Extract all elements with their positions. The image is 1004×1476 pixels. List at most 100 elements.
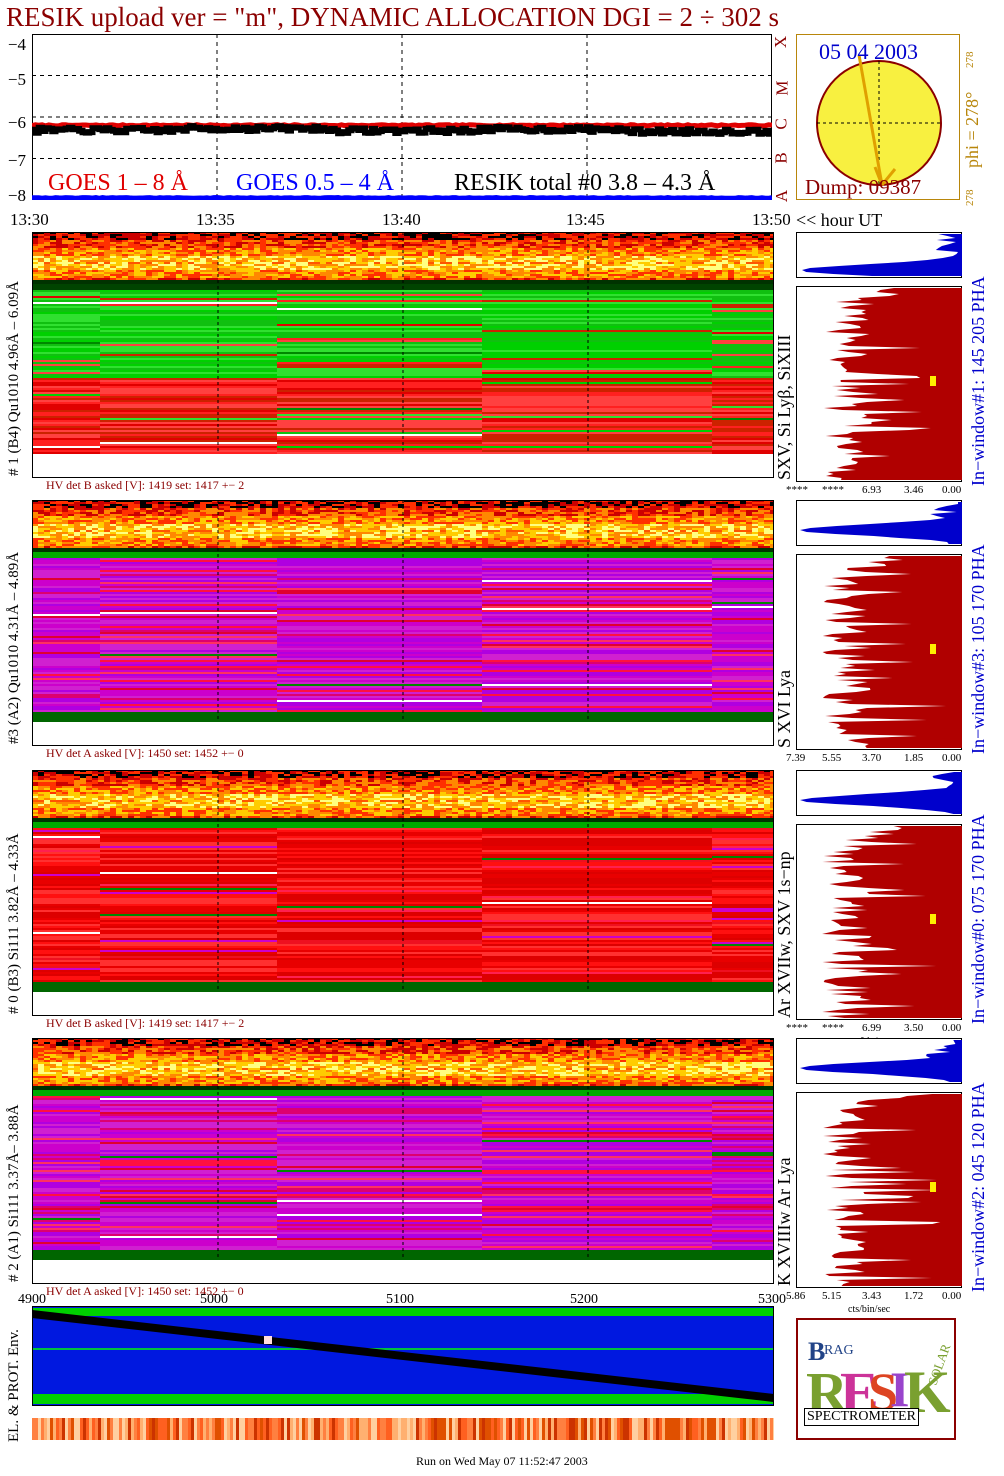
strip-cell <box>260 256 266 258</box>
strip-cell <box>740 248 746 250</box>
strip-cell <box>290 262 296 264</box>
strip-cell <box>548 238 554 240</box>
strip-cell <box>554 276 560 278</box>
strip-cell <box>116 522 122 524</box>
strip-cell <box>104 268 110 270</box>
strip-cell <box>548 508 554 510</box>
strip-cell <box>656 246 662 248</box>
strip-cell <box>674 234 680 236</box>
strip-cell <box>290 274 296 276</box>
strip-cell <box>320 256 326 258</box>
strip-cell <box>236 278 242 280</box>
strip-cell <box>536 520 542 522</box>
strip-cell <box>38 510 44 512</box>
strip-cell <box>482 516 488 518</box>
strip-cell <box>728 238 734 240</box>
strip-cell <box>74 510 80 512</box>
spectrogram-cell <box>712 444 774 446</box>
strip-cell <box>536 502 542 504</box>
strip-cell <box>446 266 452 268</box>
strip-cell <box>446 262 452 264</box>
spectrogram-cell <box>712 424 774 426</box>
strip-cell <box>434 248 440 250</box>
spectrogram-cell <box>32 360 100 362</box>
strip-cell <box>632 278 638 280</box>
strip-cell <box>56 504 62 506</box>
channel-label-left: # 1 (B4) Qu1010 4.96Å – 6.09Å <box>6 281 22 476</box>
strip-cell <box>614 252 620 254</box>
strip-cell <box>674 262 680 264</box>
strip-cell <box>500 250 506 252</box>
strip-cell <box>614 244 620 246</box>
strip-cell <box>476 502 482 504</box>
strip-cell <box>704 502 710 504</box>
strip-cell <box>638 268 644 270</box>
strip-cell <box>698 250 704 252</box>
strip-cell <box>224 250 230 252</box>
strip-cell <box>344 260 350 262</box>
strip-cell <box>518 276 524 278</box>
spectrogram-cell <box>32 388 100 390</box>
strip-cell <box>212 246 218 248</box>
strip-cell <box>146 256 152 258</box>
strip-cell <box>338 504 344 506</box>
spectrogram-cell <box>712 298 774 300</box>
spectrogram-cell <box>712 318 774 320</box>
strip-cell <box>188 510 194 512</box>
strip-cell <box>266 520 272 522</box>
strip-cell <box>422 248 428 250</box>
strip-cell <box>452 248 458 250</box>
strip-cell <box>302 514 308 516</box>
strip-cell <box>740 250 746 252</box>
strip-cell <box>74 260 80 262</box>
strip-cell <box>278 520 284 522</box>
strip-cell <box>494 270 500 272</box>
strip-cell <box>368 514 374 516</box>
strip-cell <box>50 242 56 244</box>
strip-cell <box>170 514 176 516</box>
strip-cell <box>134 274 140 276</box>
strip-cell <box>740 504 746 506</box>
strip-cell <box>746 518 752 520</box>
spectrogram-cell <box>712 418 774 420</box>
channel-spectrogram-ch1 <box>32 232 774 478</box>
strip-cell <box>386 518 392 520</box>
strip-cell <box>248 242 254 244</box>
strip-cell <box>152 516 158 518</box>
strip-cell <box>350 518 356 520</box>
strip-cell <box>308 516 314 518</box>
spectrogram-cell <box>32 294 100 296</box>
strip-cell <box>464 234 470 236</box>
strip-cell <box>770 246 774 248</box>
strip-cell <box>218 266 224 268</box>
strip-cell <box>656 256 662 258</box>
spectrogram-cell <box>482 294 712 296</box>
strip-cell <box>176 270 182 272</box>
strip-cell <box>710 518 716 520</box>
strip-cell <box>332 234 338 236</box>
strip-cell <box>422 266 428 268</box>
spectrogram-cell <box>712 376 774 378</box>
strip-cell <box>464 274 470 276</box>
strip-cell <box>410 274 416 276</box>
strip-cell <box>242 258 248 260</box>
class-letter: B <box>771 152 791 164</box>
strip-cell <box>692 244 698 246</box>
strip-cell <box>656 510 662 512</box>
strip-cell <box>386 520 392 522</box>
strip-cell <box>710 508 716 510</box>
strip-cell <box>326 240 332 242</box>
strip-cell <box>428 278 434 280</box>
strip-cell <box>362 236 368 238</box>
strip-cell <box>614 250 620 252</box>
strip-cell <box>248 516 254 518</box>
strip-cell <box>176 510 182 512</box>
strip-cell <box>476 522 482 524</box>
strip-cell <box>200 276 206 278</box>
strip-cell <box>398 264 404 266</box>
strip-cell <box>764 510 770 512</box>
strip-cell <box>638 244 644 246</box>
strip-cell <box>488 506 494 508</box>
strip-cell <box>758 268 764 270</box>
strip-cell <box>68 236 74 238</box>
